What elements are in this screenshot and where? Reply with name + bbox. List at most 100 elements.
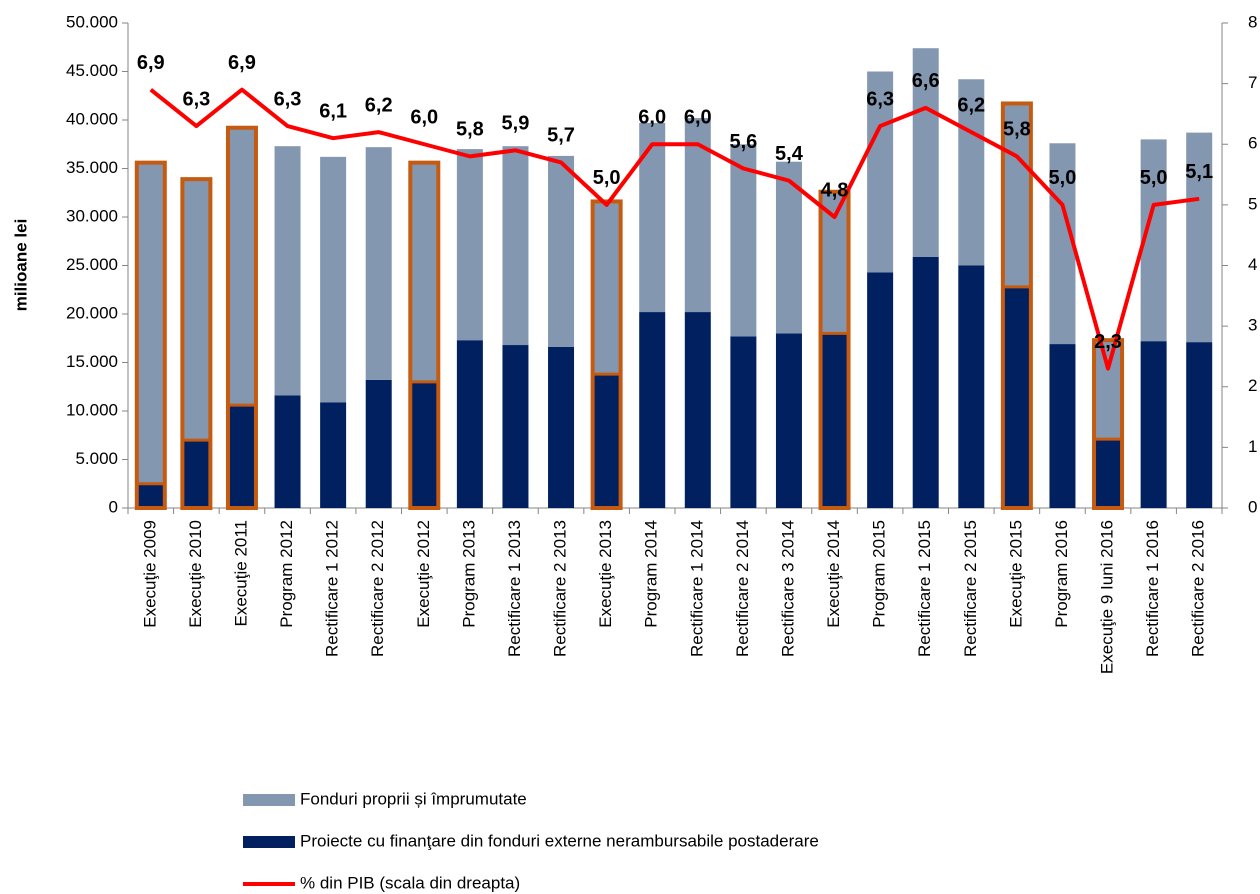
data-label: 6,0 <box>638 107 666 129</box>
x-tick-label: Execuţie 2013 <box>596 520 615 628</box>
data-label: 5,0 <box>1140 167 1168 189</box>
x-tick-label: Rectificare 1 2013 <box>505 520 524 657</box>
bar-segment <box>228 405 255 508</box>
bar-segment <box>365 147 392 380</box>
bar-segment <box>411 381 438 508</box>
data-label: 6,3 <box>866 88 894 110</box>
bar-segment <box>1049 143 1076 345</box>
bar-segment <box>320 402 347 508</box>
bar-segment <box>228 128 255 406</box>
data-label: 5,4 <box>775 143 804 165</box>
x-tick-label: Program 2014 <box>642 520 661 628</box>
bar-outline <box>590 199 623 510</box>
x-tick-label: Rectificare 3 2014 <box>778 520 797 657</box>
bar-segment <box>958 79 985 266</box>
bar-segment <box>1003 286 1030 508</box>
bar-segment <box>502 345 529 508</box>
data-label: 5,8 <box>1003 119 1031 141</box>
bar-segment <box>456 149 483 341</box>
bar-segment <box>548 155 575 347</box>
y-tick-label: 5.000 <box>75 449 118 468</box>
x-tick-label: Program 2013 <box>459 520 478 628</box>
y2-tick-label: 8 <box>1248 12 1257 31</box>
x-tick-label: Rectificare 2 2012 <box>368 520 387 657</box>
y2-tick-label: 1 <box>1248 437 1257 456</box>
bar-outline <box>1092 338 1125 510</box>
data-label: 5,8 <box>456 119 484 141</box>
y2-tick-label: 2 <box>1248 376 1257 395</box>
y-axis-label: milioane lei <box>11 219 30 312</box>
y2-tick-label: 0 <box>1248 497 1257 516</box>
bar-segment <box>411 163 438 382</box>
bar-segment <box>821 333 848 508</box>
bar-segment <box>1003 104 1030 287</box>
legend-swatch <box>243 794 295 806</box>
bar-segment <box>1186 342 1213 508</box>
x-tick-label: Rectificare 1 2016 <box>1143 520 1162 657</box>
x-tick-label: Execuţie 2012 <box>414 520 433 628</box>
data-label: 6,0 <box>410 107 438 129</box>
y-tick-label: 10.000 <box>66 400 118 419</box>
bar-segment <box>639 122 666 313</box>
bar-outline <box>408 160 441 510</box>
data-label: 6,6 <box>912 70 940 92</box>
data-label: 6,2 <box>365 94 393 116</box>
bar-segment <box>684 312 711 508</box>
bar-segment <box>274 395 301 508</box>
legend-label: % din PIB (scala din dreapta) <box>300 873 520 892</box>
x-tick-label: Rectificare 1 2012 <box>323 520 342 657</box>
data-label: 5,0 <box>1049 167 1077 189</box>
bar-segment <box>730 336 757 508</box>
data-label: 4,8 <box>821 179 849 201</box>
bar-segment <box>593 202 620 375</box>
bar-segment <box>320 156 347 403</box>
bar-segment <box>1095 341 1122 440</box>
y-tick-label: 40.000 <box>66 109 118 128</box>
x-tick-label: Execuţie 2011 <box>231 520 250 626</box>
x-tick-label: Rectificare 2 2015 <box>961 520 980 657</box>
bar-segment <box>1140 341 1167 508</box>
legend-label: Proiecte cu finanţare din fonduri extern… <box>300 831 819 850</box>
data-label: 6,3 <box>274 88 302 110</box>
data-label: 5,7 <box>547 125 575 147</box>
bar-segment <box>183 180 210 441</box>
x-tick-label: Execuţie 2010 <box>186 520 205 628</box>
x-tick-label: Execuţie 2015 <box>1006 520 1025 628</box>
data-label: 5,0 <box>593 167 621 189</box>
data-label: 6,3 <box>182 88 210 110</box>
y-tick-label: 35.000 <box>66 158 118 177</box>
data-label: 5,1 <box>1185 161 1213 183</box>
bar-segment <box>1186 132 1213 343</box>
bar-segment <box>912 48 939 257</box>
bar-segment <box>183 440 210 508</box>
bar-segment <box>137 483 164 508</box>
bar-outline <box>134 160 167 510</box>
x-tick-label: Rectificare 2 2013 <box>551 520 570 657</box>
x-tick-label: Execuţie 9 Iuni 2016 <box>1098 520 1117 674</box>
bar-outline <box>818 189 851 510</box>
x-tick-label: Program 2012 <box>277 520 296 628</box>
data-label: 5,9 <box>502 113 530 135</box>
bar-segment <box>775 333 802 508</box>
bar-segment <box>365 379 392 508</box>
data-label: 5,6 <box>729 131 757 153</box>
bar-segment <box>775 161 802 334</box>
y-tick-label: 45.000 <box>66 61 118 80</box>
y-tick-label: 20.000 <box>66 303 118 322</box>
x-tick-label: Rectificare 1 2014 <box>687 520 706 657</box>
bar-segment <box>1095 439 1122 508</box>
bar-segment <box>1049 344 1076 508</box>
x-tick-label: Rectificare 2 2016 <box>1189 520 1208 657</box>
bar-segment <box>456 340 483 508</box>
data-label: 6,9 <box>228 52 256 74</box>
data-label: 6,2 <box>957 94 985 116</box>
bar-outline <box>1000 101 1033 510</box>
bar-segment <box>137 163 164 484</box>
y2-tick-label: 4 <box>1248 255 1257 274</box>
bar-outline <box>225 125 258 510</box>
y2-tick-label: 3 <box>1248 316 1257 335</box>
bar-segment <box>548 346 575 508</box>
y-tick-label: 50.000 <box>66 12 118 31</box>
x-tick-label: Program 2016 <box>1052 520 1071 628</box>
